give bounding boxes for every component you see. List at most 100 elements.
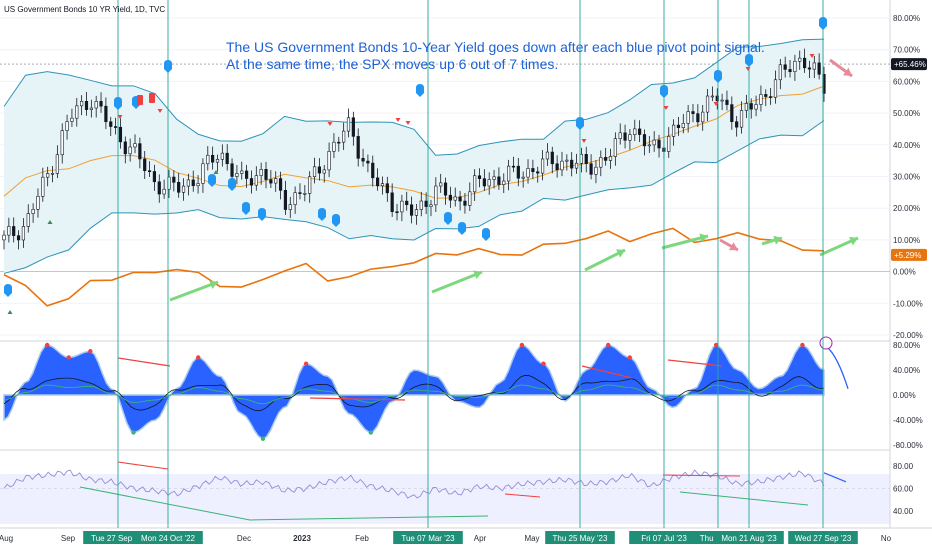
oscillator-dot (88, 349, 93, 354)
candle-body (764, 94, 768, 97)
candle (560, 151, 564, 177)
candle-body (608, 156, 613, 161)
sell-triangle (157, 109, 163, 113)
candle (211, 146, 215, 170)
signal-date-bg (629, 531, 699, 544)
candle-body (94, 101, 98, 109)
candle-body (701, 111, 705, 123)
candle (409, 196, 414, 224)
candle (536, 166, 540, 183)
candle-body (652, 139, 656, 146)
candle-body (516, 165, 520, 179)
candle-body (463, 200, 467, 206)
candle (240, 161, 244, 180)
candle (254, 166, 258, 191)
candle (521, 171, 525, 188)
candle (118, 118, 123, 149)
candle (720, 93, 724, 111)
candle (424, 192, 428, 215)
candle (793, 54, 797, 81)
rsi-tick-label: 40.00 (893, 507, 914, 516)
candle (599, 150, 603, 177)
candle-body (351, 117, 355, 137)
candle-body (458, 196, 462, 202)
candle-body (439, 182, 443, 187)
candle-body (390, 192, 394, 212)
candle-body (807, 67, 812, 70)
candle (555, 155, 559, 178)
candle (143, 151, 147, 179)
spx-up-arrow-head (699, 233, 708, 243)
candle (526, 159, 530, 184)
candle (647, 135, 651, 153)
candle-body (308, 176, 312, 194)
pivot-bottom-marker (4, 284, 12, 297)
candle (2, 230, 6, 250)
sell-triangle (405, 121, 411, 125)
pivot-bottom-marker (482, 228, 490, 241)
pivot-top-marker (819, 17, 827, 30)
signal-vlines-layer (117, 0, 824, 528)
candle-body (366, 160, 370, 164)
candle (778, 58, 782, 90)
candle-body (288, 204, 292, 210)
yield-down-arrow-head (843, 67, 852, 76)
candle-body (676, 124, 681, 128)
candle-body (473, 175, 477, 193)
candle (201, 158, 205, 193)
candle-body (487, 179, 491, 187)
pivot-top-marker (416, 84, 424, 97)
candle-body (50, 173, 55, 175)
candle-body (70, 117, 74, 122)
candle (395, 203, 399, 221)
candle-body (346, 117, 351, 132)
candle (41, 167, 45, 202)
signal-date-bg (788, 531, 858, 544)
sell-triangle (713, 102, 719, 106)
candle (594, 160, 598, 184)
candle-body (21, 226, 26, 241)
candle (196, 175, 200, 194)
pivot-top-marker (745, 54, 753, 67)
candle-body (172, 176, 176, 183)
candle-body (327, 151, 331, 171)
yield-last-value-tag: +65.46% (891, 58, 927, 71)
candle (764, 89, 768, 107)
candle (264, 161, 268, 189)
candle (215, 154, 220, 172)
candle (565, 154, 569, 171)
candle-body (400, 200, 404, 213)
candle-body (492, 176, 496, 180)
candle-body (579, 153, 583, 164)
candle-body (230, 163, 234, 177)
signal-date-bg (714, 531, 784, 544)
candle-body (671, 124, 676, 137)
candle (80, 95, 84, 116)
oscillator-dot (131, 430, 136, 435)
pivot-bottom-marker (228, 178, 236, 191)
candle (220, 144, 224, 167)
candle-body (419, 200, 423, 210)
candle (507, 159, 511, 191)
candle (516, 157, 520, 187)
candle-body (215, 159, 220, 163)
candle (298, 183, 302, 200)
candle (245, 164, 249, 188)
candle (749, 98, 753, 119)
candle-body (735, 121, 739, 128)
candle (283, 180, 288, 215)
signal-date-bg (545, 531, 615, 544)
candle (570, 152, 574, 177)
candle-body (691, 111, 695, 114)
candle (681, 113, 685, 134)
candle (7, 217, 11, 243)
bollinger-lower (3, 120, 825, 274)
candle (104, 97, 108, 130)
candle (613, 132, 617, 166)
price-tick-label: 50.00% (893, 109, 920, 118)
candle-body (298, 192, 302, 194)
candle (754, 95, 758, 117)
candle-body (322, 169, 326, 174)
candle (492, 169, 496, 189)
candle (550, 146, 554, 174)
